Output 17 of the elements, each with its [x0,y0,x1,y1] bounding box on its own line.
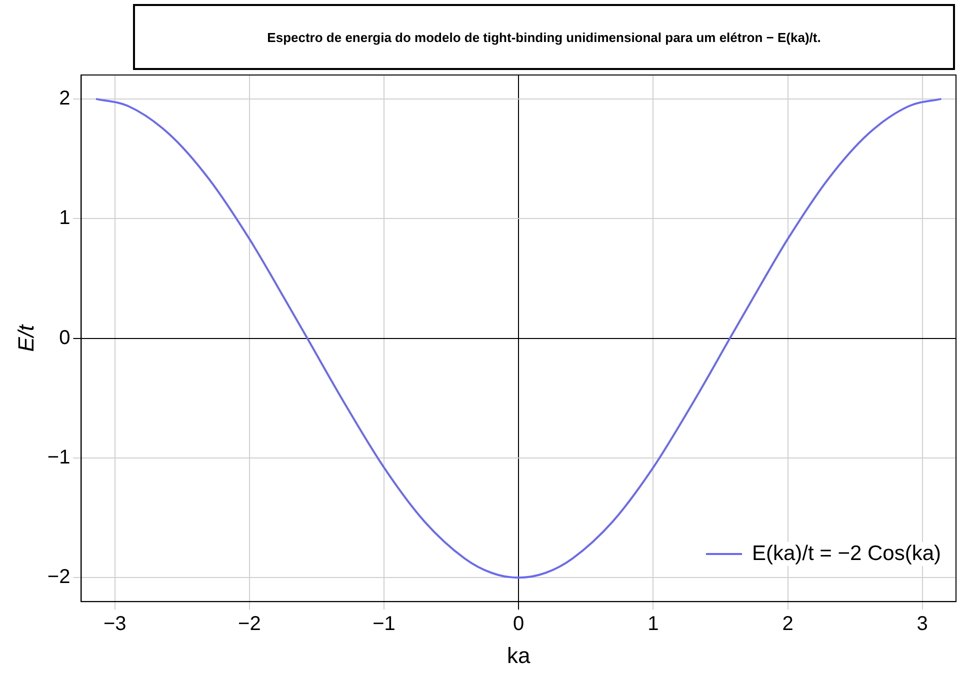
y-tick-label: −2 [47,566,70,588]
legend-label: E(ka)/t = −2 Cos(ka) [752,542,941,566]
y-tick-label: 0 [59,326,70,349]
x-tick-label: −2 [238,613,261,636]
x-tick-label: −3 [103,613,126,636]
y-tick-label: 2 [59,87,70,110]
line-series [95,98,942,579]
x-tick-label: 1 [648,613,659,636]
x-tick-label: 2 [782,613,794,636]
x-axis-title: ka [506,642,531,668]
y-tick-label: −1 [47,446,70,468]
x-tick-label: 3 [916,613,928,636]
y-tick-label: 1 [59,207,70,230]
x-tick-label: 0 [513,613,524,636]
x-tick-label: −1 [372,613,396,636]
chart-title: Espectro de energia do modelo de tight-binding unidimensional para um elétron − E(ka)/t. [133,4,955,70]
y-axis-title: E/t [13,324,38,352]
